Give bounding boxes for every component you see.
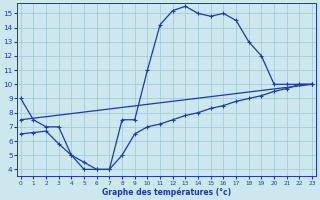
X-axis label: Graphe des températures (°c): Graphe des températures (°c) bbox=[102, 187, 231, 197]
